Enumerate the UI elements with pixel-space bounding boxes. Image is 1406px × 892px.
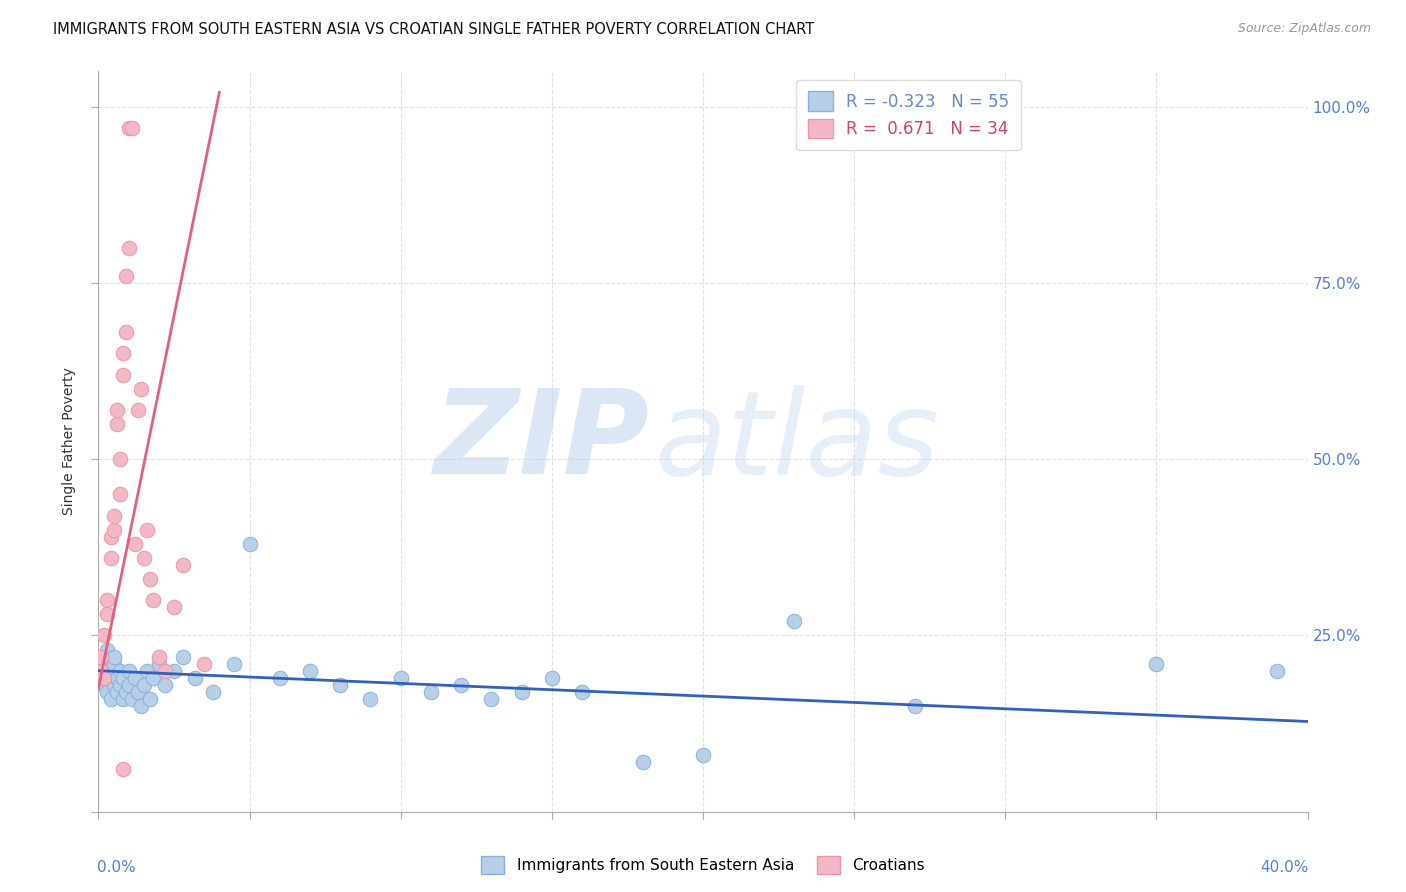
Point	[103, 649, 125, 664]
Point	[904, 698, 927, 713]
Point	[269, 671, 291, 685]
Point	[93, 678, 115, 692]
Point	[103, 523, 125, 537]
Point	[135, 523, 157, 537]
Point	[108, 678, 131, 692]
Point	[90, 649, 112, 664]
Text: Source: ZipAtlas.com: Source: ZipAtlas.com	[1237, 22, 1371, 36]
Point	[118, 678, 141, 692]
Point	[163, 600, 186, 615]
Y-axis label: Single Father Poverty: Single Father Poverty	[62, 368, 76, 516]
Point	[124, 537, 146, 551]
Point	[135, 664, 157, 678]
Point	[129, 382, 152, 396]
Point	[100, 530, 122, 544]
Text: 0.0%: 0.0%	[97, 860, 136, 875]
Point	[540, 671, 562, 685]
Point	[103, 678, 125, 692]
Point	[96, 685, 118, 699]
Point	[420, 685, 443, 699]
Point	[90, 664, 112, 678]
Point	[510, 685, 533, 699]
Point	[108, 664, 131, 678]
Point	[96, 607, 118, 622]
Point	[121, 692, 143, 706]
Text: ZIP: ZIP	[433, 384, 648, 499]
Point	[100, 692, 122, 706]
Point	[111, 763, 134, 777]
Point	[139, 692, 162, 706]
Point	[90, 649, 112, 664]
Point	[139, 572, 162, 586]
Point	[118, 664, 141, 678]
Legend: R = -0.323   N = 55, R =  0.671   N = 34: R = -0.323 N = 55, R = 0.671 N = 34	[796, 79, 1021, 150]
Point	[148, 649, 170, 664]
Point	[450, 678, 472, 692]
Point	[571, 685, 593, 699]
Point	[93, 671, 115, 685]
Point	[96, 593, 118, 607]
Point	[103, 657, 125, 671]
Point	[202, 685, 225, 699]
Point	[224, 657, 246, 671]
Point	[127, 685, 149, 699]
Point	[93, 657, 115, 671]
Point	[111, 692, 134, 706]
Point	[93, 628, 115, 642]
Point	[105, 685, 128, 699]
Point	[184, 671, 207, 685]
Point	[360, 692, 382, 706]
Text: atlas: atlas	[655, 384, 939, 499]
Point	[1144, 657, 1167, 671]
Point	[105, 417, 128, 431]
Point	[299, 664, 322, 678]
Legend: Immigrants from South Eastern Asia, Croatians: Immigrants from South Eastern Asia, Croa…	[475, 850, 931, 880]
Point	[118, 241, 141, 255]
Point	[118, 120, 141, 135]
Point	[96, 664, 118, 678]
Point	[121, 120, 143, 135]
Point	[114, 685, 136, 699]
Point	[100, 671, 122, 685]
Point	[105, 671, 128, 685]
Point	[93, 671, 115, 685]
Point	[111, 368, 134, 382]
Point	[783, 615, 806, 629]
Point	[172, 558, 194, 572]
Point	[142, 671, 165, 685]
Point	[163, 664, 186, 678]
Point	[127, 402, 149, 417]
Point	[105, 402, 128, 417]
Point	[96, 642, 118, 657]
Point	[692, 748, 714, 763]
Point	[148, 657, 170, 671]
Point	[129, 698, 152, 713]
Text: IMMIGRANTS FROM SOUTH EASTERN ASIA VS CROATIAN SINGLE FATHER POVERTY CORRELATION: IMMIGRANTS FROM SOUTH EASTERN ASIA VS CR…	[53, 22, 814, 37]
Point	[481, 692, 503, 706]
Point	[193, 657, 215, 671]
Point	[132, 550, 155, 565]
Point	[111, 346, 134, 360]
Point	[153, 678, 176, 692]
Point	[114, 325, 136, 339]
Point	[108, 487, 131, 501]
Point	[132, 678, 155, 692]
Point	[90, 664, 112, 678]
Point	[111, 671, 134, 685]
Point	[103, 508, 125, 523]
Point	[153, 664, 176, 678]
Point	[172, 649, 194, 664]
Point	[389, 671, 412, 685]
Point	[631, 756, 654, 770]
Point	[114, 268, 136, 283]
Point	[124, 671, 146, 685]
Point	[142, 593, 165, 607]
Point	[329, 678, 352, 692]
Text: 40.0%: 40.0%	[1260, 860, 1309, 875]
Point	[100, 550, 122, 565]
Point	[1267, 664, 1289, 678]
Point	[108, 452, 131, 467]
Point	[239, 537, 262, 551]
